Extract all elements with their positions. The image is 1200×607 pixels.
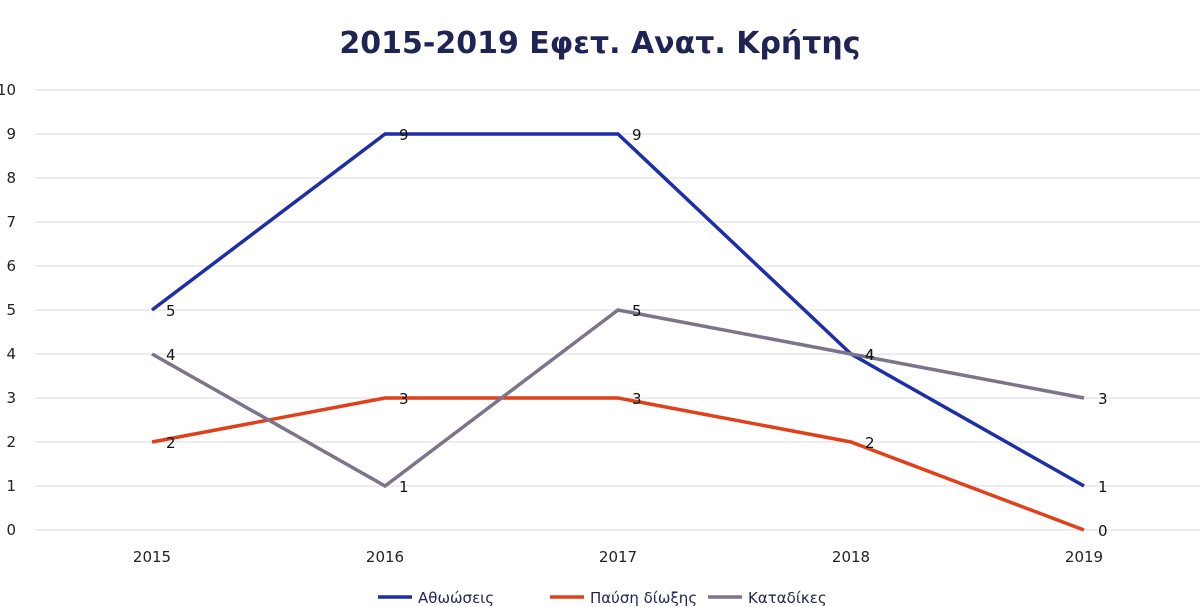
data-label: 4 xyxy=(865,346,875,364)
chart-title: 2015-2019 Εφετ. Ανατ. Κρήτης xyxy=(339,26,861,61)
y-tick-label: 10 xyxy=(0,81,16,99)
data-label: 4 xyxy=(166,346,176,364)
y-tick-label: 9 xyxy=(6,125,16,143)
series-line xyxy=(151,396,1085,532)
y-tick-label: 6 xyxy=(6,257,16,275)
data-label: 2 xyxy=(166,434,176,452)
y-tick-label: 5 xyxy=(6,301,16,319)
legend-label: Αθωώσεις xyxy=(418,589,494,607)
legend: Αθωώσεις Παύση δίωξης Καταδίκες xyxy=(378,589,827,607)
series-line xyxy=(150,132,1085,488)
x-tick-label: 2015 xyxy=(133,548,171,566)
y-tick-label: 4 xyxy=(6,345,16,363)
data-label: 1 xyxy=(1098,478,1108,496)
x-tick-label: 2018 xyxy=(832,548,870,566)
y-tick-label: 0 xyxy=(6,521,16,539)
legend-label: Παύση δίωξης xyxy=(590,589,697,607)
y-tick-label: 3 xyxy=(6,389,16,407)
data-label: 3 xyxy=(399,390,409,408)
data-label: 3 xyxy=(632,390,642,408)
y-tick-label: 1 xyxy=(6,477,16,495)
data-label: 3 xyxy=(1098,390,1108,408)
y-tick-label: 7 xyxy=(6,213,16,231)
x-tick-label: 2019 xyxy=(1065,548,1103,566)
series-lines xyxy=(150,132,1085,532)
data-label: 5 xyxy=(632,302,642,320)
data-label: 5 xyxy=(166,302,176,320)
data-label: 0 xyxy=(1098,522,1108,540)
data-label: 2 xyxy=(865,434,875,452)
data-label: 4 xyxy=(865,346,875,364)
data-label: 1 xyxy=(399,478,409,496)
series-line xyxy=(151,308,1085,489)
x-axis-tick-labels: 2015 2016 2017 2018 2019 xyxy=(133,548,1103,566)
data-label: 9 xyxy=(399,126,409,144)
x-tick-label: 2017 xyxy=(599,548,637,566)
y-tick-label: 2 xyxy=(6,433,16,451)
legend-label: Καταδίκες xyxy=(748,589,827,607)
x-tick-label: 2016 xyxy=(366,548,404,566)
y-axis-tick-labels: 0 1 2 3 4 5 6 7 8 9 10 xyxy=(0,81,16,539)
y-tick-label: 8 xyxy=(6,169,16,187)
data-label: 9 xyxy=(632,126,642,144)
